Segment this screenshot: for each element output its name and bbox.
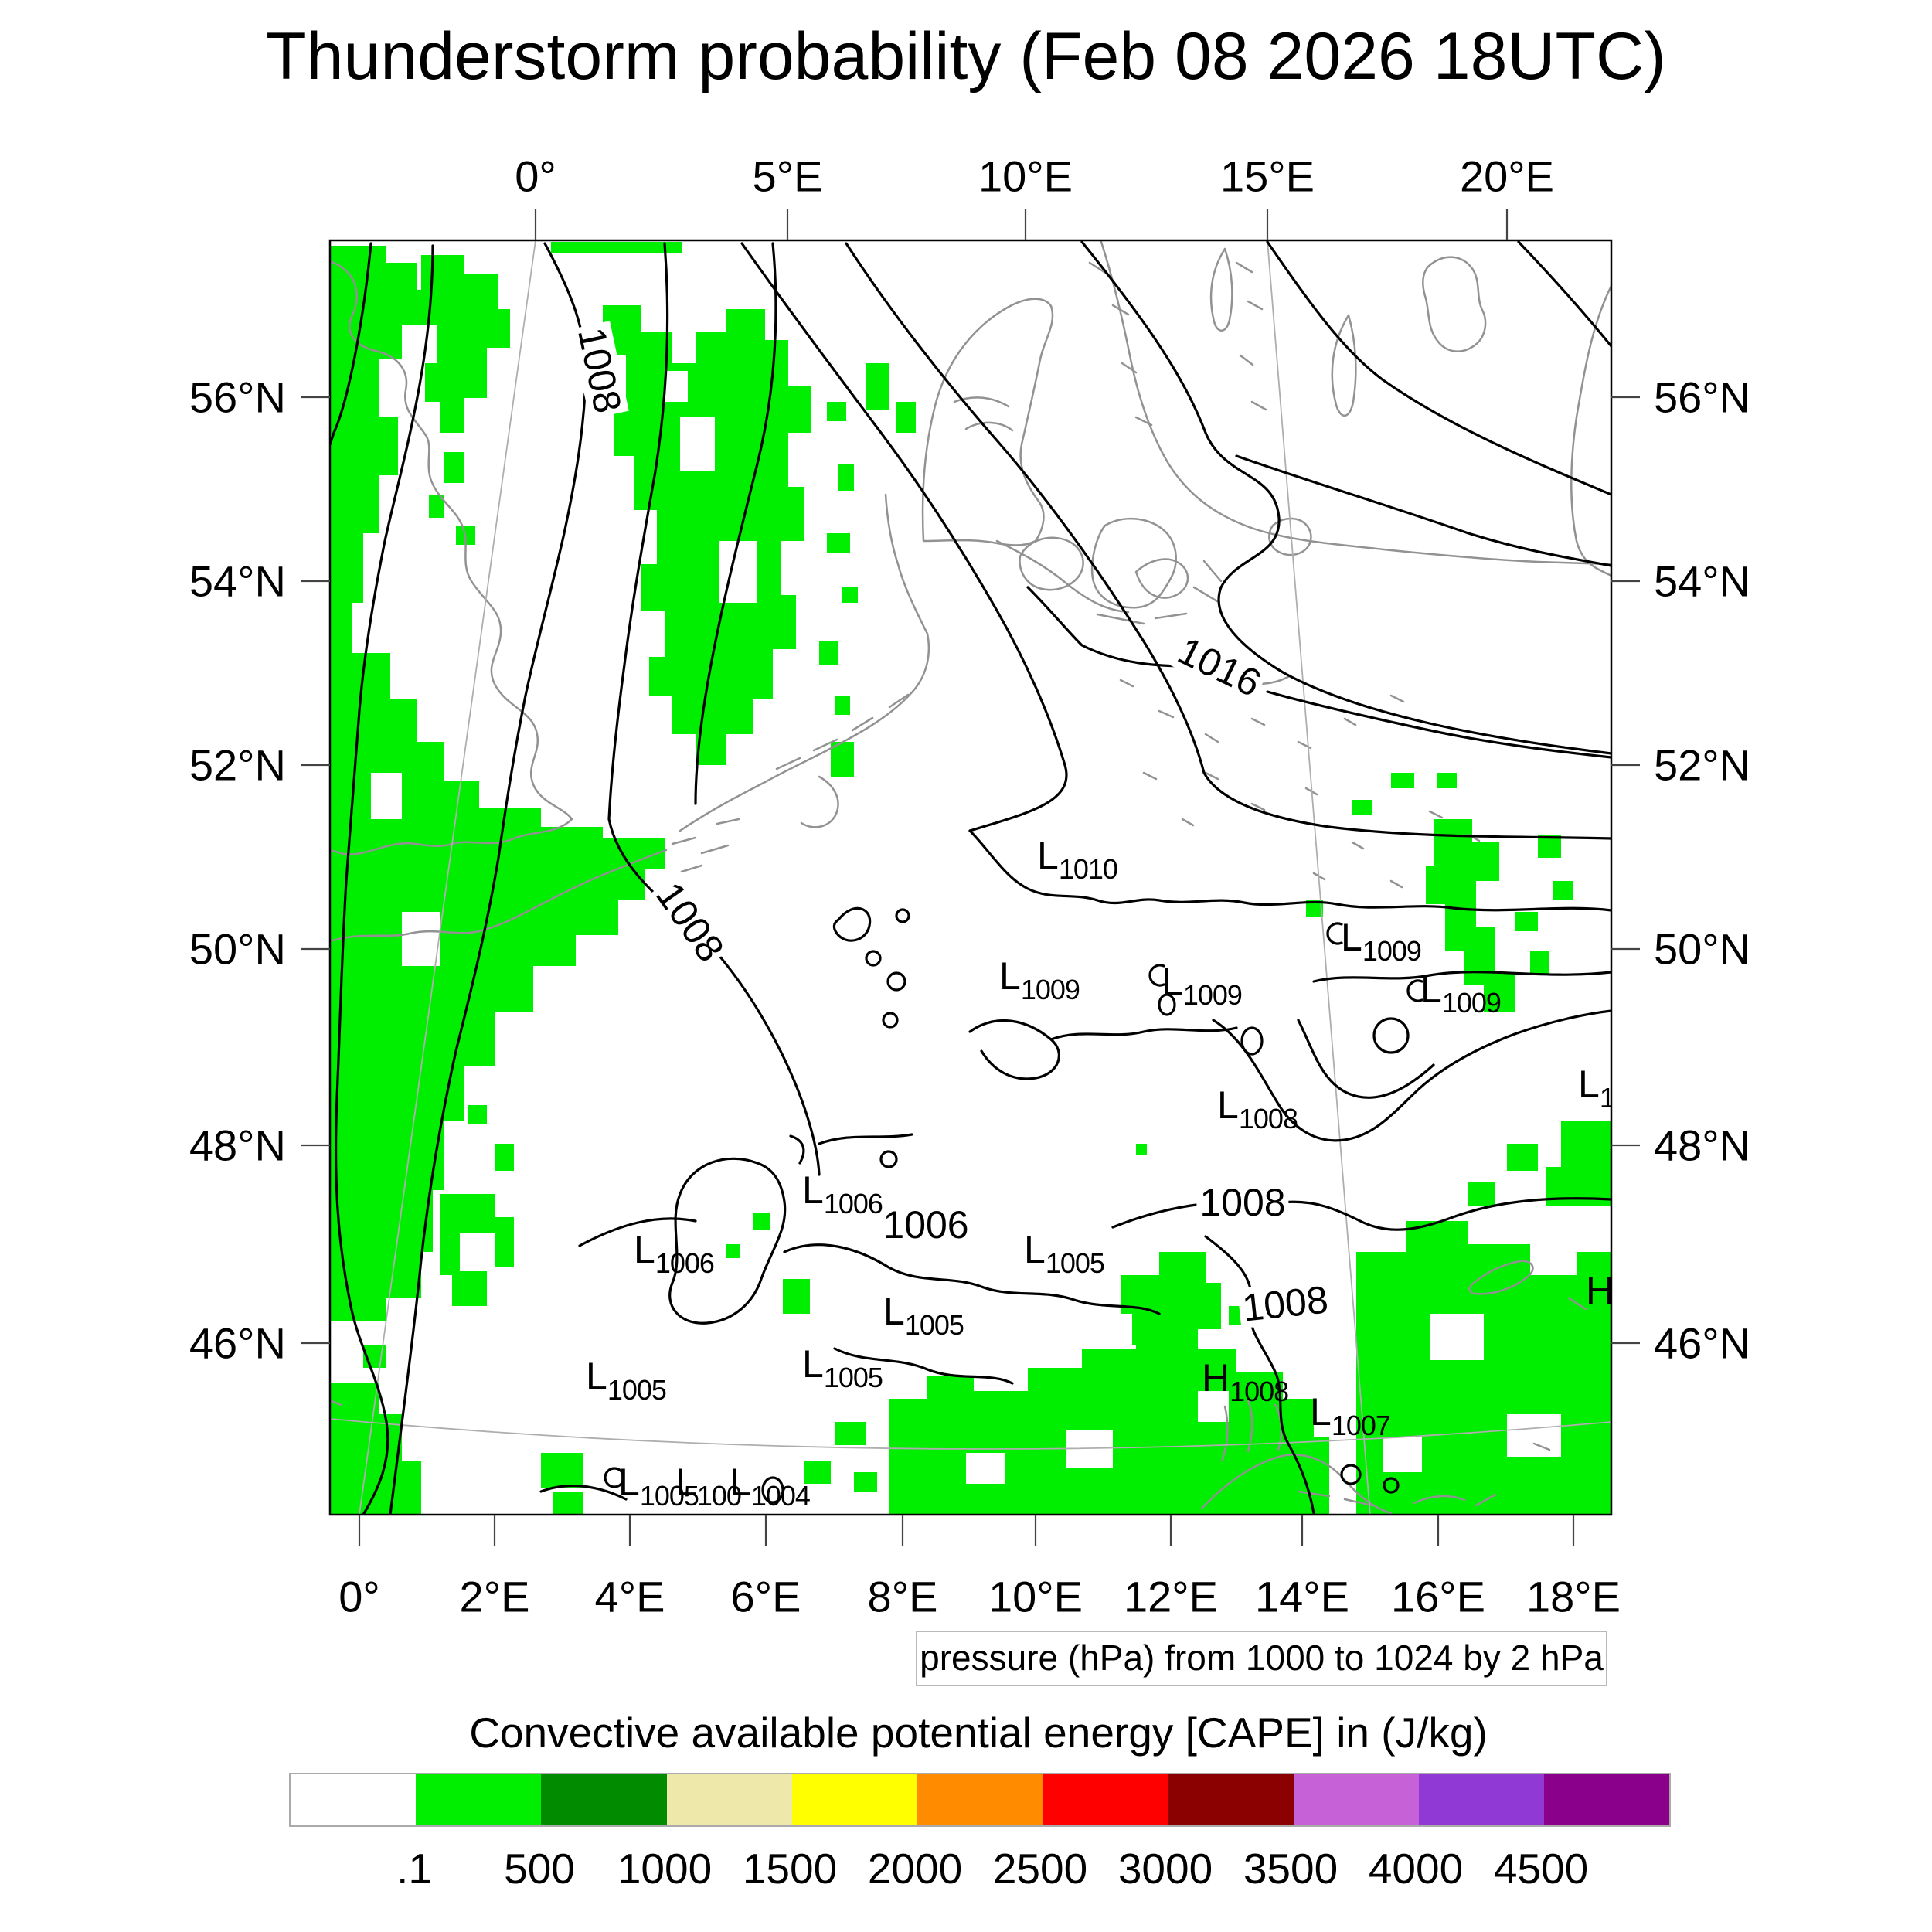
- colorbar-tick-7: 3500: [1243, 1845, 1338, 1893]
- axis-label-bottom-5: 10°E: [988, 1572, 1083, 1621]
- axis-label-top-4: 20°E: [1459, 151, 1555, 201]
- cape-shading: [330, 242, 1611, 1515]
- axis-label-right-1: 54°N: [1654, 556, 1751, 606]
- colorbar-segment-2: [541, 1774, 667, 1825]
- colorbar-tick-9: 4500: [1493, 1845, 1589, 1893]
- colorbar-segment-7: [1168, 1774, 1294, 1825]
- colorbar-segment-8: [1293, 1774, 1419, 1825]
- colorbar-segment-5: [917, 1774, 1043, 1825]
- axis-label-left-3: 50°N: [189, 924, 286, 974]
- axis-label-bottom-4: 8°E: [867, 1572, 938, 1621]
- map-frame: [328, 239, 1613, 1516]
- axis-label-bottom-8: 16°E: [1390, 1572, 1486, 1621]
- colorbar: [289, 1773, 1671, 1827]
- colorbar-tick-0: .1: [396, 1845, 432, 1893]
- colorbar-segment-0: [291, 1774, 417, 1825]
- colorbar-segment-3: [666, 1774, 792, 1825]
- colorbar-tick-8: 4000: [1368, 1845, 1464, 1893]
- axis-label-right-5: 46°N: [1654, 1318, 1751, 1368]
- cape-shading-holes: [371, 371, 1561, 1484]
- axis-label-left-4: 48°N: [189, 1121, 286, 1170]
- axis-label-bottom-2: 4°E: [594, 1572, 665, 1621]
- colorbar-segment-9: [1418, 1774, 1544, 1825]
- colorbar-tick-3: 1500: [742, 1845, 838, 1893]
- axis-label-right-0: 56°N: [1654, 372, 1751, 422]
- axis-ticks: [301, 209, 1640, 1546]
- colorbar-segment-4: [791, 1774, 917, 1825]
- pressure-note: pressure (hPa) from 1000 to 1024 by 2 hP…: [916, 1631, 1607, 1686]
- axis-label-bottom-0: 0°: [338, 1572, 380, 1621]
- colorbar-tick-2: 1000: [617, 1845, 713, 1893]
- axis-label-top-0: 0°: [515, 151, 556, 201]
- axis-label-left-0: 56°N: [189, 372, 286, 422]
- axis-label-top-3: 15°E: [1219, 151, 1315, 201]
- colorbar-tick-5: 2500: [992, 1845, 1088, 1893]
- graticule: [330, 240, 1611, 1515]
- axis-label-left-5: 46°N: [189, 1318, 286, 1368]
- axis-label-bottom-7: 14°E: [1254, 1572, 1350, 1621]
- axis-label-bottom-3: 6°E: [730, 1572, 801, 1621]
- axis-label-right-2: 52°N: [1654, 740, 1751, 790]
- colorbar-segment-6: [1043, 1774, 1168, 1825]
- colorbar-tick-4: 2000: [867, 1845, 963, 1893]
- axis-label-right-3: 50°N: [1654, 924, 1751, 974]
- axis-label-left-1: 54°N: [189, 556, 286, 606]
- colorbar-segment-1: [416, 1774, 542, 1825]
- colorbar-tick-6: 3000: [1117, 1845, 1213, 1893]
- colorbar-title: Convective available potential energy [C…: [469, 1709, 1488, 1757]
- page-title: Thunderstorm probability (Feb 08 2026 18…: [266, 19, 1666, 94]
- axis-label-right-4: 48°N: [1654, 1121, 1751, 1170]
- axis-label-left-2: 52°N: [189, 740, 286, 790]
- colorbar-tick-1: 500: [504, 1845, 575, 1893]
- axis-label-top-2: 10°E: [978, 151, 1073, 201]
- colorbar-segment-10: [1543, 1774, 1670, 1825]
- axis-label-bottom-6: 12°E: [1123, 1572, 1219, 1621]
- axis-label-bottom-9: 18°E: [1526, 1572, 1621, 1621]
- axis-label-bottom-1: 2°E: [459, 1572, 530, 1621]
- axis-label-top-1: 5°E: [752, 151, 823, 201]
